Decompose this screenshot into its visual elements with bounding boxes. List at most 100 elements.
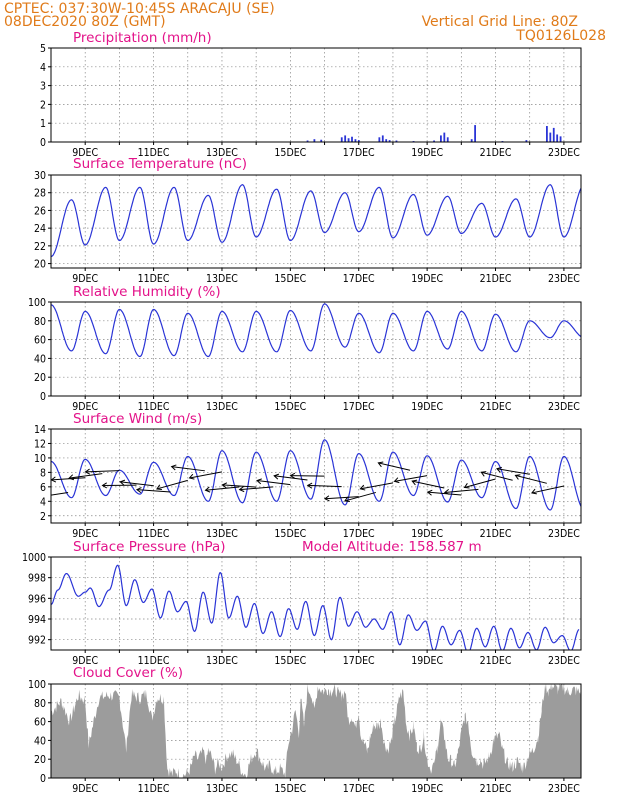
panel-humidity: 0 20 40 60 80 100 9DEC 11DEC 13DEC 15DEC 17DEC 19DE…: [28, 284, 582, 413]
wind-arrow: [360, 482, 394, 490]
precipitation-bar: [354, 139, 357, 142]
series-line-temperature: [51, 184, 581, 258]
y-tick-label: 24: [34, 223, 46, 235]
precipitation-bar: [306, 140, 309, 142]
wind-arrow: [120, 481, 154, 487]
y-tick-label: 6: [40, 482, 46, 494]
x-tick-label: 11DEC: [138, 401, 170, 413]
plot-frame: [50, 301, 582, 397]
wind-arrow: [496, 468, 530, 475]
y-tick-label: 2: [40, 511, 46, 523]
precipitation-bar: [525, 140, 528, 142]
plot-frame: [50, 174, 582, 269]
y-tick-label: 20: [34, 259, 46, 271]
x-tick-label: 19DEC: [411, 655, 443, 667]
model-altitude-annotation: Model Altitude: 158.587 m: [302, 539, 482, 555]
precipitation-bar: [559, 136, 562, 142]
y-tick-label: 100: [28, 679, 46, 691]
wind-arrow-head: [188, 473, 195, 480]
x-tick-label: 13DEC: [206, 147, 238, 159]
precipitation-bar: [344, 135, 347, 142]
x-tick-label: 17DEC: [343, 273, 375, 285]
wind-arrow-head: [359, 484, 366, 491]
panel-title-precipitation: Precipitation (mm/h): [73, 30, 212, 46]
wind-arrow-head: [463, 483, 470, 489]
wind-arrow: [427, 491, 462, 496]
wind-arrow-head: [170, 464, 177, 471]
precipitation-bar: [395, 140, 398, 142]
x-tick-label: 9DEC: [72, 655, 98, 667]
y-tick-label: 10: [34, 453, 46, 465]
y-tick-label: 998: [28, 573, 46, 585]
wind-arrow: [344, 491, 376, 502]
x-tick-label: 17DEC: [343, 528, 375, 540]
x-tick-label: 21DEC: [480, 273, 512, 285]
precipitation-bar: [549, 132, 552, 142]
precipitation-bar: [351, 136, 353, 142]
header-date: 08DEC2020 80Z (GMT): [4, 14, 166, 30]
wind-arrow-head: [411, 479, 418, 486]
panel-wind: 2 4 6 8 10 12 14 9DEC 11DEC 13DEC 15DEC 17DEC 19DEC 2…: [34, 411, 582, 540]
wind-arrow: [412, 480, 445, 489]
wind-arrow: [274, 475, 308, 481]
panel-title-wind: Surface Wind (m/s): [73, 411, 202, 427]
precipitation-bar: [381, 135, 384, 142]
wind-arrow-head: [480, 471, 487, 477]
x-tick-label: 21DEC: [480, 655, 512, 667]
wind-arrow: [531, 485, 565, 494]
precipitation-bar: [470, 139, 473, 142]
x-tick-label: 15DEC: [274, 273, 306, 285]
precipitation-bar: [552, 127, 555, 142]
x-tick-label: 23DEC: [548, 783, 580, 795]
precipitation-bar: [556, 134, 559, 142]
y-tick-label: 0: [40, 391, 46, 403]
wind-arrow-head: [101, 482, 108, 489]
x-tick-label: 23DEC: [548, 528, 580, 540]
y-tick-label: 40: [34, 353, 46, 365]
precipitation-bar: [443, 132, 446, 142]
wind-arrow: [222, 484, 257, 488]
x-tick-label: 17DEC: [343, 655, 375, 667]
x-tick-label: 11DEC: [138, 273, 170, 285]
y-tick-label: 20: [34, 372, 46, 384]
precipitation-bar: [385, 139, 388, 142]
precipitation-bar: [357, 140, 360, 142]
y-tick-label: 12: [34, 438, 46, 450]
y-tick-label: 26: [34, 205, 46, 217]
wind-arrow: [85, 470, 120, 473]
header-grid-line: Vertical Grid Line: 80Z: [422, 14, 578, 30]
wind-arrow-head: [443, 488, 450, 495]
wind-arrow: [171, 466, 205, 472]
y-tick-label: 22: [34, 241, 46, 253]
y-tick-label: 0: [40, 137, 46, 149]
panel-pressure: 992 994 996 998 1000 9DEC 11DEC 13DEC 15DEC 17DEC…: [22, 539, 582, 667]
wind-arrow-head: [273, 473, 280, 480]
y-tick-label: 1: [40, 118, 46, 130]
x-tick-label: 21DEC: [480, 147, 512, 159]
header-location: CPTEC: 037:30W-10:45S ARACAJU (SE): [4, 1, 275, 17]
wind-arrow-head: [221, 482, 228, 489]
x-tick-label: 9DEC: [72, 783, 98, 795]
wind-arrow: [324, 496, 359, 500]
wind-arrow: [256, 480, 291, 486]
panel-title-humidity: Relative Humidity (%): [73, 284, 221, 300]
y-tick-label: 2: [40, 99, 46, 111]
wind-arrow: [156, 479, 188, 490]
wind-arrow: [51, 477, 86, 481]
y-tick-label: 80: [34, 698, 46, 710]
series-line-humidity: [51, 303, 581, 358]
wind-arrow-head: [496, 466, 502, 473]
x-tick-label: 19DEC: [411, 528, 443, 540]
x-tick-label: 11DEC: [138, 783, 170, 795]
precipitation-bar: [474, 125, 476, 142]
wind-arrow-head: [204, 486, 211, 493]
wind-arrow-head: [306, 482, 313, 489]
x-tick-label: 21DEC: [480, 401, 512, 413]
x-tick-label: 13DEC: [206, 528, 238, 540]
precipitation-bar: [446, 137, 449, 142]
x-tick-label: 15DEC: [274, 783, 306, 795]
y-tick-label: 0: [40, 773, 46, 785]
panel-cloud: 0 20 40 60 80 100 9DEC 11DEC 13DEC 15DEC 17DEC 19DE…: [28, 665, 582, 795]
wind-arrow-head: [377, 461, 384, 468]
wind-arrow-head: [426, 489, 433, 496]
